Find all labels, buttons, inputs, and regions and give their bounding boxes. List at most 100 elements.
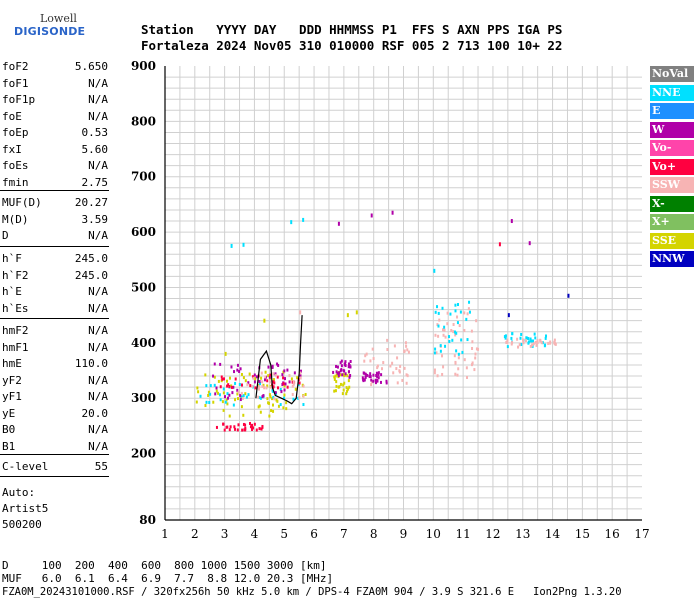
echo-point-vo-: [228, 428, 231, 432]
echo-point-sse: [272, 409, 275, 413]
echo-point-ssw: [263, 386, 266, 390]
echo-point-ssw: [463, 358, 466, 362]
header-field-names: Station YYYY DAY DDD HHMMSS P1 FFS S AXN…: [141, 22, 563, 37]
echo-point-ssw: [396, 356, 399, 360]
echo-point-ssw: [401, 378, 404, 382]
x-tick-label: 14: [545, 527, 561, 541]
echo-point-w: [271, 364, 274, 368]
echo-point-vo-: [282, 382, 285, 386]
echo-point-ssw: [376, 364, 379, 368]
echo-point-w: [340, 364, 343, 368]
echo-point-vo-: [251, 423, 254, 427]
x-tick-label: 7: [340, 527, 348, 541]
echo-point-ssw: [405, 373, 408, 377]
echo-point-w: [332, 370, 335, 374]
echo-point-ssw: [403, 366, 406, 370]
auto-artist-version: Artist5: [2, 502, 49, 515]
echo-point-ssw: [547, 341, 550, 345]
echo-point-sse: [304, 392, 307, 396]
param-row-hmf1: hmF1 N/A: [2, 341, 108, 357]
echo-point-sse: [234, 398, 237, 402]
echo-point-nne: [302, 217, 305, 222]
echo-point-w: [219, 362, 222, 366]
echo-point-ssw: [436, 323, 439, 327]
echo-point-sse: [271, 403, 274, 407]
echo-point-ssw: [506, 338, 509, 342]
param-value: N/A: [88, 324, 108, 337]
echo-point-w: [364, 375, 367, 379]
echo-point-sse: [275, 398, 278, 402]
echo-point-ssw: [399, 364, 402, 368]
echo-point-w: [364, 372, 367, 376]
echo-point-sse: [225, 379, 228, 383]
echo-point-w: [247, 381, 250, 385]
echo-point-w: [336, 365, 339, 369]
echo-point-ssw: [535, 343, 538, 347]
param-name: M(D): [2, 212, 29, 226]
echo-point-nne: [519, 336, 522, 340]
param-row-yf2: yF2 N/A: [2, 374, 108, 390]
echo-point-nne: [533, 332, 536, 336]
echo-point-w: [363, 378, 366, 382]
echo-point-ssw: [437, 334, 440, 338]
y-tick-label: 80: [139, 513, 156, 527]
echo-point-w: [362, 378, 365, 382]
echo-point-sse: [244, 379, 247, 383]
echo-point-ssw: [477, 347, 480, 351]
echo-point-vo-: [215, 425, 218, 429]
echo-point-nne: [240, 395, 243, 399]
param-name: MUF(D): [2, 196, 42, 209]
echo-point-vo-: [221, 377, 224, 381]
file-info-line: FZA0M_20243101000.RSF / 320fx256h 50 kHz…: [2, 586, 622, 598]
echo-point-vo-: [240, 383, 243, 387]
echo-point-ssw: [463, 311, 466, 315]
echo-point-w: [253, 380, 256, 384]
echo-point-w: [226, 396, 229, 400]
echo-point-ssw: [299, 310, 302, 315]
param-name: foF1: [2, 76, 29, 90]
echo-point-ssw: [522, 338, 525, 342]
echo-point-w: [510, 219, 513, 224]
echo-point-w: [263, 378, 266, 382]
echo-point-vo-: [237, 423, 240, 427]
param-name: foEp: [2, 126, 29, 139]
x-tick-label: 13: [515, 527, 530, 541]
echo-point-sse: [334, 374, 337, 378]
echo-point-ssw: [436, 374, 439, 378]
echo-point-sse: [240, 405, 243, 409]
echo-point-vo-: [253, 422, 256, 426]
echo-point-w: [376, 379, 379, 383]
param-name: h`E: [2, 285, 22, 298]
param-row-fmin: fmin 2.75: [2, 176, 108, 192]
echo-point-sse: [240, 372, 243, 376]
echo-point-ssw: [299, 371, 302, 375]
echo-point-sse: [248, 372, 251, 376]
echo-point-w: [344, 372, 347, 376]
echo-point-nne: [527, 337, 530, 341]
echo-point-ssw: [471, 361, 474, 365]
echo-point-sse: [212, 400, 215, 404]
echo-point-w: [293, 371, 296, 375]
param-value: N/A: [88, 390, 108, 403]
echo-point-nne: [218, 393, 221, 397]
param-value: 245.0: [74, 252, 108, 265]
param-row-fof1: foF1 N/A: [2, 77, 108, 93]
panel-divider: [0, 318, 109, 319]
echo-point-sse: [236, 397, 239, 401]
echo-point-ssw: [466, 375, 469, 379]
echo-point-ssw: [370, 380, 373, 384]
x-tick-label: 1: [161, 527, 169, 541]
echo-point-vo-: [226, 384, 229, 388]
echo-point-nne: [437, 311, 440, 315]
echo-point-w: [344, 360, 347, 364]
echo-point-nne: [434, 310, 437, 314]
echo-point-vo-: [219, 385, 222, 389]
echo-point-w: [239, 398, 242, 402]
echo-point-vo-: [249, 425, 252, 429]
param-value: 245.0: [74, 268, 108, 282]
legend-item-e: E: [650, 103, 694, 119]
echo-point-w: [299, 369, 302, 373]
echo-point-w: [335, 364, 338, 368]
echo-point-ssw: [246, 383, 249, 387]
echo-point-ssw: [264, 375, 267, 379]
